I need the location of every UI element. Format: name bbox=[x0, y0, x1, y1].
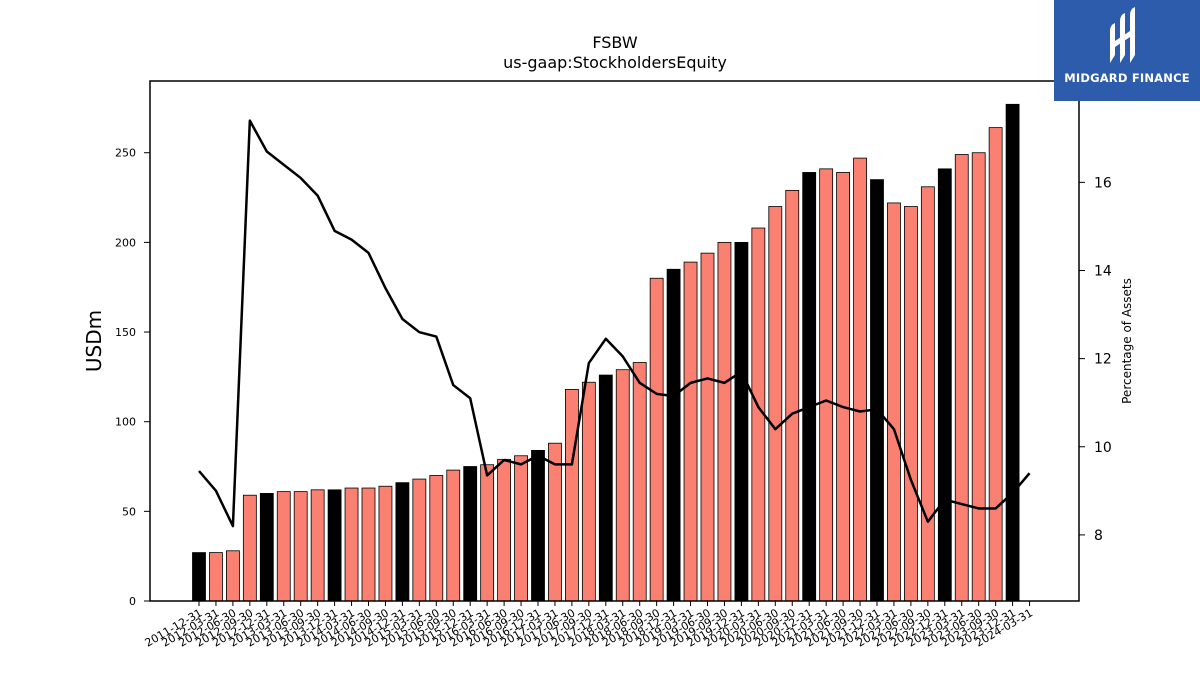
bar-2016-06-30 bbox=[497, 458, 512, 602]
bar-2023-06-30 bbox=[971, 152, 986, 602]
y-axis-right: 8 10 12 14 16 bbox=[1079, 175, 1112, 544]
y2-tick-label: 12 bbox=[1094, 352, 1112, 368]
bar-2013-06-30 bbox=[293, 491, 308, 602]
y-axis-left: 0 50 100 150 200 250 bbox=[115, 147, 150, 608]
bar-2019-06-30 bbox=[700, 252, 715, 602]
bar-2022-03-31 bbox=[887, 202, 901, 602]
bar-2023-03-31 bbox=[954, 154, 969, 602]
bar-2019-09-30 bbox=[717, 241, 732, 602]
bar-2020-06-30 bbox=[768, 206, 783, 602]
bar-2012-03-31 bbox=[209, 552, 223, 602]
bar-2022-12-31 bbox=[937, 168, 952, 602]
y2-tick-label: 10 bbox=[1094, 440, 1112, 456]
bar-2015-03-31 bbox=[412, 478, 427, 602]
bar-2018-06-30 bbox=[632, 362, 647, 602]
bar-2014-06-30 bbox=[361, 487, 376, 602]
bar-2017-09-30 bbox=[581, 381, 596, 602]
bar-2013-03-31 bbox=[276, 491, 291, 602]
bar-2014-03-31 bbox=[344, 487, 359, 602]
bar-2013-09-30 bbox=[310, 489, 325, 602]
y2-tick-label: 16 bbox=[1094, 175, 1112, 191]
y-tick-label: 200 bbox=[115, 236, 136, 249]
bar-2021-03-31 bbox=[819, 168, 834, 602]
bar-2012-09-30 bbox=[242, 494, 257, 602]
bar-2017-03-31 bbox=[548, 442, 562, 602]
bar-2012-06-30 bbox=[225, 550, 240, 602]
plot-frame bbox=[149, 80, 1080, 602]
y2-tick-label: 14 bbox=[1094, 263, 1112, 279]
bar-2021-12-31 bbox=[870, 179, 884, 602]
bar-2013-12-31 bbox=[327, 489, 342, 602]
y-axis-label: USDm bbox=[82, 310, 106, 372]
y-tick-label: 50 bbox=[122, 505, 136, 518]
bar-2020-12-31 bbox=[802, 172, 817, 602]
chart-subtitle: us-gaap:StockholdersEquity bbox=[503, 53, 727, 72]
x-axis: 2011-12-312012-03-312012-06-302012-09-30… bbox=[143, 601, 1035, 650]
bar-2017-06-30 bbox=[565, 389, 579, 602]
ratio-line bbox=[198, 119, 1031, 528]
bar-2016-12-31 bbox=[531, 449, 545, 602]
bar-2020-09-30 bbox=[785, 189, 800, 602]
bar-2016-09-30 bbox=[514, 455, 528, 602]
y-tick-label: 100 bbox=[115, 416, 136, 429]
bar-2021-06-30 bbox=[836, 172, 850, 602]
brand-name: MIDGARD FINANCE bbox=[1064, 71, 1190, 85]
bar-2018-03-31 bbox=[615, 369, 630, 602]
bar-2014-12-31 bbox=[395, 482, 410, 602]
bar-2021-09-30 bbox=[853, 157, 867, 602]
y-tick-label: 250 bbox=[115, 147, 136, 160]
bar-2019-03-31 bbox=[683, 261, 698, 602]
bar-2023-09-30 bbox=[988, 127, 1003, 602]
y2-tick-label: 8 bbox=[1094, 528, 1103, 544]
bar-2011-12-31 bbox=[192, 552, 206, 602]
y2-axis-label: Percentage of Assets bbox=[1120, 278, 1134, 404]
bar-2018-09-30 bbox=[649, 277, 664, 602]
bar-2022-06-30 bbox=[904, 206, 918, 602]
bar-2012-12-31 bbox=[259, 493, 274, 602]
bar-series bbox=[192, 103, 1020, 602]
y-tick-label: 0 bbox=[129, 595, 136, 608]
bar-2019-12-31 bbox=[734, 241, 749, 602]
bar-2018-12-31 bbox=[666, 268, 681, 602]
bar-2016-03-31 bbox=[480, 464, 495, 602]
bar-2022-09-30 bbox=[920, 186, 935, 602]
bar-2015-12-31 bbox=[463, 466, 478, 602]
bar-2023-12-31 bbox=[1005, 103, 1020, 602]
midgard-logo-icon bbox=[1110, 7, 1135, 63]
bar-2017-12-31 bbox=[598, 374, 613, 602]
bar-2015-06-30 bbox=[429, 475, 444, 602]
chart-title: FSBW bbox=[592, 33, 637, 52]
y-tick-label: 150 bbox=[115, 326, 136, 339]
bar-2014-09-30 bbox=[378, 485, 393, 602]
bar-2015-09-30 bbox=[446, 469, 461, 602]
brand-logo: MIDGARD FINANCE bbox=[1054, 0, 1200, 101]
